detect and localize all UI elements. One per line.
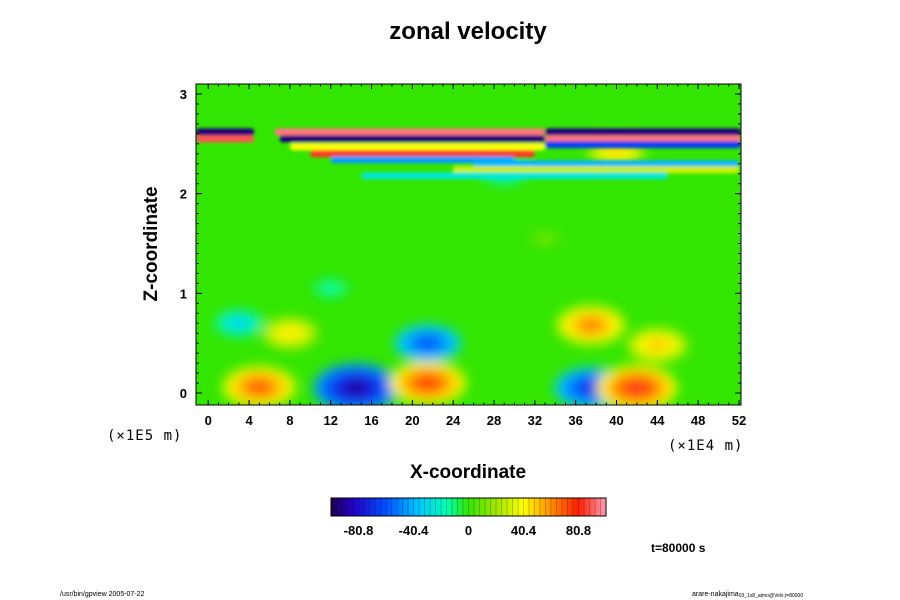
chart-title: zonal velocity bbox=[389, 18, 547, 45]
colorbar-tick-label: 40.4 bbox=[511, 523, 537, 538]
colorbar-tick-label: -40.4 bbox=[399, 523, 429, 538]
x-tick-label: 52 bbox=[732, 413, 746, 428]
x-axis-unit: (×1E4 m) bbox=[668, 438, 743, 454]
colorbar: -80.8 -40.4 0 40.4 80.8 bbox=[330, 497, 607, 538]
velocity-feature bbox=[528, 230, 562, 247]
footer-right: arare-nakajima03_1x8_atmo@Velx,t=80000 bbox=[692, 591, 803, 599]
velocity-band bbox=[330, 156, 515, 164]
velocity-band bbox=[545, 128, 741, 136]
colorbar-level-lines bbox=[336, 498, 601, 516]
velocity-band bbox=[361, 172, 668, 180]
x-tick-label: 32 bbox=[528, 413, 542, 428]
y-tick-label: 0 bbox=[180, 386, 187, 401]
colorbar-tick-label: 80.8 bbox=[566, 523, 591, 538]
x-tick-label: 28 bbox=[487, 413, 501, 428]
velocity-feature bbox=[596, 365, 677, 405]
y-tick-label: 1 bbox=[180, 286, 187, 301]
x-tick-label: 48 bbox=[691, 413, 705, 428]
y-axis-unit: (×1E5 m) bbox=[107, 428, 182, 444]
x-tick-label: 44 bbox=[650, 413, 665, 428]
velocity-band bbox=[545, 135, 741, 143]
x-tick-label: 12 bbox=[323, 413, 337, 428]
colorbar-tick-label: 0 bbox=[465, 523, 472, 538]
velocity-feature bbox=[261, 317, 318, 349]
x-tick-label: 8 bbox=[286, 413, 293, 428]
velocity-feature bbox=[394, 324, 462, 363]
velocity-band bbox=[196, 128, 255, 136]
velocity-band bbox=[279, 135, 546, 143]
footer-right-sub: 03_1x8_atmo@Velx,t=80000 bbox=[739, 593, 804, 599]
footer-right-main: arare-nakajima bbox=[692, 591, 739, 598]
velocity-band bbox=[453, 166, 739, 174]
x-tick-label: 16 bbox=[364, 413, 378, 428]
velocity-band bbox=[473, 160, 739, 168]
velocity-feature bbox=[627, 328, 688, 363]
velocity-band bbox=[274, 128, 546, 136]
colorbar-ticks: -80.8 -40.4 0 40.4 80.8 bbox=[344, 523, 591, 538]
x-axis-ticks: 0 4 8 12 16 20 24 28 32 36 40 44 48 52 bbox=[205, 84, 746, 428]
footer-left: /usr/bin/gpview 2005-07-22 bbox=[60, 591, 145, 598]
velocity-feature bbox=[389, 361, 467, 405]
time-annotation: t=80000 s bbox=[651, 541, 706, 555]
plot-frame bbox=[195, 83, 742, 406]
y-tick-label: 2 bbox=[180, 187, 187, 202]
y-tick-label: 3 bbox=[180, 87, 187, 102]
x-tick-label: 0 bbox=[205, 413, 212, 428]
velocity-feature bbox=[312, 278, 349, 298]
velocity-band bbox=[196, 135, 255, 143]
x-tick-label: 40 bbox=[609, 413, 623, 428]
x-axis-label: X-coordinate bbox=[410, 462, 526, 483]
x-tick-label: 4 bbox=[245, 413, 253, 428]
x-tick-label: 20 bbox=[405, 413, 419, 428]
velocity-feature bbox=[215, 310, 263, 337]
y-axis-ticks: 0 1 2 3 bbox=[180, 87, 741, 401]
velocity-band bbox=[289, 143, 546, 151]
velocity-band bbox=[310, 150, 535, 158]
colorbar-tick-label: -80.8 bbox=[344, 523, 374, 538]
x-tick-label: 36 bbox=[568, 413, 582, 428]
heatmap-field bbox=[196, 128, 741, 405]
y-axis-label: Z-coordinate bbox=[141, 186, 162, 301]
x-tick-label: 24 bbox=[446, 413, 461, 428]
velocity-feature bbox=[222, 366, 297, 405]
velocity-feature bbox=[556, 305, 626, 345]
velocity-band bbox=[545, 141, 741, 149]
velocity-feature bbox=[312, 363, 400, 405]
